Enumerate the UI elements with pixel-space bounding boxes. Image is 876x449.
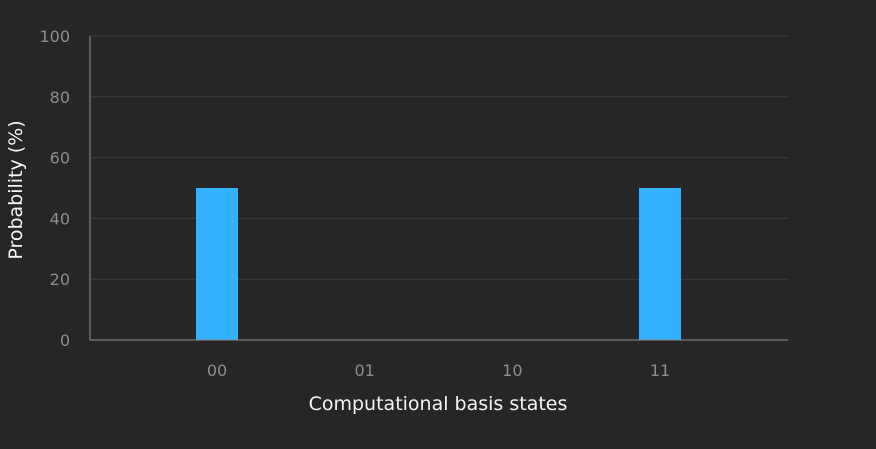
y-tick-label-40: 40	[50, 209, 70, 228]
bars	[196, 188, 681, 340]
y-tick-label-0: 0	[60, 331, 70, 350]
grid-lines	[90, 35, 788, 280]
y-tick-label-80: 80	[50, 88, 70, 107]
axes	[89, 36, 788, 341]
y-tick-label-20: 20	[50, 270, 70, 289]
y-axis-label: Probability (%)	[5, 120, 27, 259]
x-tick-label-01: 01	[354, 361, 374, 380]
bar-11	[639, 188, 681, 340]
bar-00	[196, 188, 238, 340]
x-tick-label-00: 00	[207, 361, 227, 380]
y-tick-label-100: 100	[39, 27, 70, 46]
x-axis-label: Computational basis states	[309, 393, 568, 415]
x-tick-label-10: 10	[502, 361, 522, 380]
y-tick-labels: 0 20 40 60 80 100	[39, 27, 70, 350]
y-tick-label-60: 60	[50, 149, 70, 168]
x-tick-labels: 00 01 10 11	[207, 361, 670, 380]
x-tick-label-11: 11	[650, 361, 670, 380]
